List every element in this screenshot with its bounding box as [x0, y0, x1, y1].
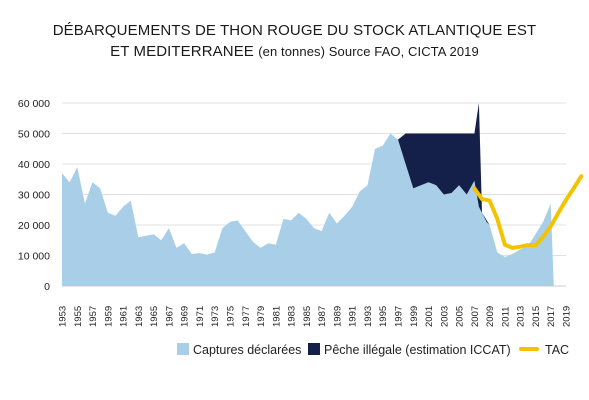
x-tick-label: 2015 — [531, 306, 542, 327]
y-tick-label: 40 000 — [18, 159, 50, 171]
x-tick-label: 1975 — [226, 306, 237, 327]
x-tick-label: 1985 — [302, 306, 313, 327]
x-tick-label: 1973 — [210, 306, 221, 327]
x-tick-label: 2003 — [439, 306, 450, 327]
x-tick-label: 1991 — [348, 306, 359, 327]
x-tick-label: 1969 — [180, 306, 191, 327]
legend-label-tac: TAC — [545, 343, 569, 357]
x-tick-label: 1977 — [241, 306, 252, 327]
x-tick-label: 2007 — [470, 306, 481, 327]
x-tick-label: 1955 — [73, 306, 84, 327]
x-tick-label: 1979 — [256, 306, 267, 327]
y-tick-label: 50 000 — [18, 129, 50, 141]
x-tick-label: 1967 — [164, 306, 175, 327]
x-tick-label: 2009 — [485, 306, 496, 327]
area-peche-illegale — [398, 103, 490, 225]
x-tick-label: 1995 — [378, 306, 389, 327]
chart-title-line-2: ET MEDITERRANEE (en tonnes) Source FAO, … — [0, 43, 589, 60]
x-tick-label: 1965 — [149, 306, 160, 327]
line-tac — [472, 174, 584, 250]
x-tick-label: 2011 — [500, 307, 511, 327]
chart-title-main: ET MEDITERRANEE — [110, 43, 254, 60]
x-tick-label: 2013 — [516, 306, 527, 327]
x-tick-label: 1999 — [409, 306, 420, 327]
x-tick-label: 1957 — [88, 306, 99, 327]
x-tick-label: 1983 — [287, 306, 298, 327]
x-tick-label: 1953 — [58, 306, 69, 327]
y-tick-label: 0 — [44, 281, 50, 293]
legend-swatch-captures — [177, 343, 189, 355]
x-tick-label: 2017 — [546, 306, 557, 327]
area-captures-declarees — [62, 133, 566, 286]
x-tick-label: 2001 — [424, 306, 435, 327]
x-tick-label: 1971 — [195, 306, 206, 327]
x-tick-label: 1997 — [394, 306, 405, 327]
x-tick-label: 1963 — [134, 306, 145, 327]
x-tick-label: 1993 — [363, 306, 374, 327]
legend-label-captures: Captures déclarées — [193, 343, 301, 357]
y-tick-label: 30 000 — [18, 190, 50, 202]
y-tick-label: 20 000 — [18, 220, 50, 232]
legend-swatch-peche-illegale — [308, 343, 320, 355]
x-tick-label: 1987 — [317, 306, 328, 327]
legend-label-peche-illegale: Pêche illégale (estimation ICCAT) — [324, 343, 511, 357]
x-tick-label: 2005 — [455, 306, 466, 327]
x-tick-label: 2019 — [562, 306, 573, 327]
x-tick-label: 1961 — [119, 306, 130, 327]
y-tick-label: 10 000 — [18, 251, 50, 263]
x-tick-label: 1989 — [332, 306, 343, 327]
chart-title-line-1: DÉBARQUEMENTS DE THON ROUGE DU STOCK ATL… — [52, 22, 537, 39]
x-tick-label: 1959 — [103, 306, 114, 327]
chart-title-subtitle: (en tonnes) Source FAO, CICTA 2019 — [258, 44, 479, 59]
y-tick-label: 60 000 — [18, 98, 50, 110]
x-tick-label: 1981 — [271, 306, 282, 327]
